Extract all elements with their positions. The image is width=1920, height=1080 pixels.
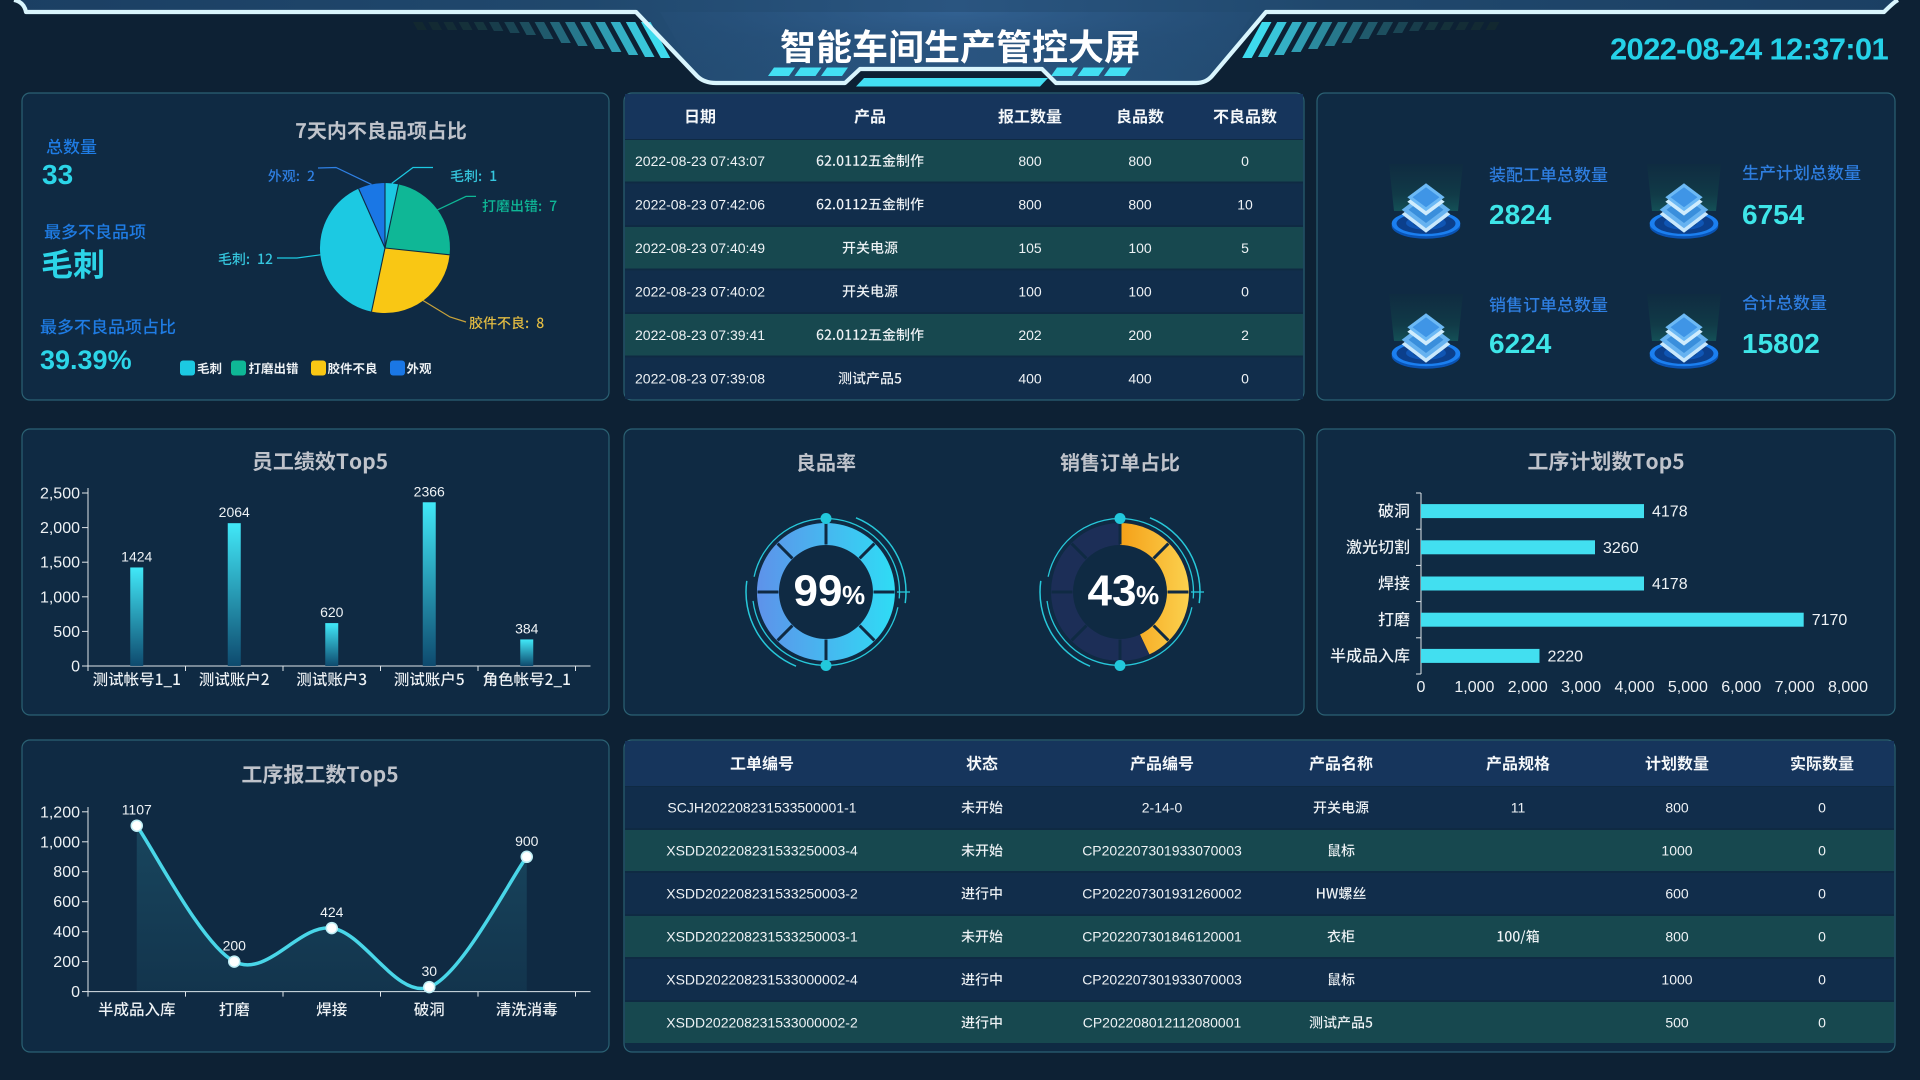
svg-text:1,000: 1,000 [40,589,80,606]
svg-text:3260: 3260 [1603,540,1639,557]
svg-text:600: 600 [53,894,80,911]
svg-text:200: 200 [1128,327,1152,343]
svg-text:1,200: 1,200 [40,804,80,821]
svg-text:500: 500 [53,624,80,641]
svg-text:0: 0 [1241,283,1249,299]
svg-text:800: 800 [53,864,80,881]
svg-text:2022-08-23 07:39:08: 2022-08-23 07:39:08 [635,370,765,386]
svg-text:CP202207301933070003: CP202207301933070003 [1082,972,1242,988]
svg-text:2220: 2220 [1547,648,1583,665]
svg-text:2,500: 2,500 [40,486,80,503]
svg-text:CP202207301846120001: CP202207301846120001 [1082,929,1242,945]
svg-text:2022-08-23 07:43:07: 2022-08-23 07:43:07 [635,153,765,169]
svg-text:%: % [842,580,865,610]
svg-text:5,000: 5,000 [1668,679,1708,696]
svg-text:2-14-0: 2-14-0 [1142,800,1183,816]
svg-text:CP202207301931260002: CP202207301931260002 [1082,886,1242,902]
svg-text:2022-08-23 07:40:02: 2022-08-23 07:40:02 [635,283,765,299]
svg-text:800: 800 [1128,153,1152,169]
svg-text:1107: 1107 [122,802,152,818]
svg-text:0: 0 [71,984,80,1001]
svg-text:39.39%: 39.39% [40,345,132,375]
svg-text:200: 200 [223,938,247,954]
svg-text:2022-08-24 12:37:01: 2022-08-24 12:37:01 [1610,32,1888,67]
svg-text:30: 30 [421,963,437,979]
svg-text:XSDD202208231533250003-1: XSDD202208231533250003-1 [666,929,858,945]
svg-text:0: 0 [1818,886,1826,902]
svg-text:4,000: 4,000 [1614,679,1654,696]
svg-text:43: 43 [1088,567,1137,616]
svg-text:400: 400 [53,924,80,941]
svg-text:2: 2 [1241,327,1249,343]
svg-text:202: 202 [1018,327,1042,343]
svg-text:2022-08-23 07:40:49: 2022-08-23 07:40:49 [635,240,765,256]
svg-text:800: 800 [1128,196,1152,212]
svg-text:0: 0 [1818,972,1826,988]
svg-text:XSDD202208231533000002-2: XSDD202208231533000002-2 [666,1015,858,1031]
svg-text:10: 10 [1237,196,1253,212]
svg-text:1,000: 1,000 [1454,679,1494,696]
svg-text:6754: 6754 [1742,199,1805,230]
svg-text:900: 900 [515,833,539,849]
svg-text:1000: 1000 [1661,972,1692,988]
svg-text:0: 0 [1818,929,1826,945]
svg-text:SCJH202208231533500001-1: SCJH202208231533500001-1 [667,800,856,816]
svg-text:105: 105 [1018,240,1042,256]
svg-text:6224: 6224 [1489,328,1552,359]
svg-text:2022-08-23 07:42:06: 2022-08-23 07:42:06 [635,196,765,212]
svg-text:2366: 2366 [414,483,445,499]
svg-text:800: 800 [1665,929,1689,945]
svg-text:500: 500 [1665,1015,1689,1031]
svg-text:XSDD202208231533000002-4: XSDD202208231533000002-4 [666,972,858,988]
svg-text:200: 200 [53,954,80,971]
svg-text:1424: 1424 [121,548,152,564]
svg-text:0: 0 [1417,679,1426,696]
svg-text:7,000: 7,000 [1775,679,1815,696]
svg-text:2022-08-23 07:39:41: 2022-08-23 07:39:41 [635,327,765,343]
svg-text:CP202208012112080001: CP202208012112080001 [1083,1015,1242,1031]
svg-text:6,000: 6,000 [1721,679,1761,696]
svg-text:%: % [1136,580,1159,610]
svg-text:3,000: 3,000 [1561,679,1601,696]
svg-text:11: 11 [1511,800,1526,816]
svg-text:0: 0 [1241,153,1249,169]
svg-text:400: 400 [1128,370,1152,386]
svg-text:800: 800 [1018,153,1042,169]
svg-text:0: 0 [71,659,80,676]
svg-text:2824: 2824 [1489,199,1552,230]
svg-text:99: 99 [794,567,843,616]
svg-text:15802: 15802 [1742,328,1820,359]
svg-text:620: 620 [320,604,344,620]
svg-text:8,000: 8,000 [1828,679,1868,696]
svg-text:0: 0 [1818,800,1826,816]
svg-text:1,500: 1,500 [40,555,80,572]
svg-text:100: 100 [1018,283,1042,299]
svg-text:7170: 7170 [1812,612,1848,629]
svg-text:0: 0 [1818,1015,1826,1031]
svg-text:XSDD202208231533250003-4: XSDD202208231533250003-4 [666,843,858,859]
svg-text:33: 33 [42,159,73,190]
svg-text:2,000: 2,000 [1508,679,1548,696]
svg-text:1000: 1000 [1661,843,1692,859]
svg-text:800: 800 [1018,196,1042,212]
svg-text:0: 0 [1818,843,1826,859]
svg-text:XSDD202208231533250003-2: XSDD202208231533250003-2 [666,886,858,902]
svg-text:4178: 4178 [1652,576,1688,593]
svg-text:100: 100 [1128,240,1152,256]
svg-text:4178: 4178 [1652,504,1688,521]
svg-text:2064: 2064 [219,504,250,520]
svg-text:600: 600 [1665,886,1689,902]
svg-text:400: 400 [1018,370,1042,386]
svg-text:CP202207301933070003: CP202207301933070003 [1082,843,1242,859]
svg-text:5: 5 [1241,240,1249,256]
svg-text:1,000: 1,000 [40,834,80,851]
svg-text:424: 424 [320,904,344,920]
svg-text:100: 100 [1128,283,1152,299]
svg-text:2,000: 2,000 [40,520,80,537]
svg-text:384: 384 [515,620,539,636]
svg-text:0: 0 [1241,370,1249,386]
svg-text:800: 800 [1665,800,1689,816]
